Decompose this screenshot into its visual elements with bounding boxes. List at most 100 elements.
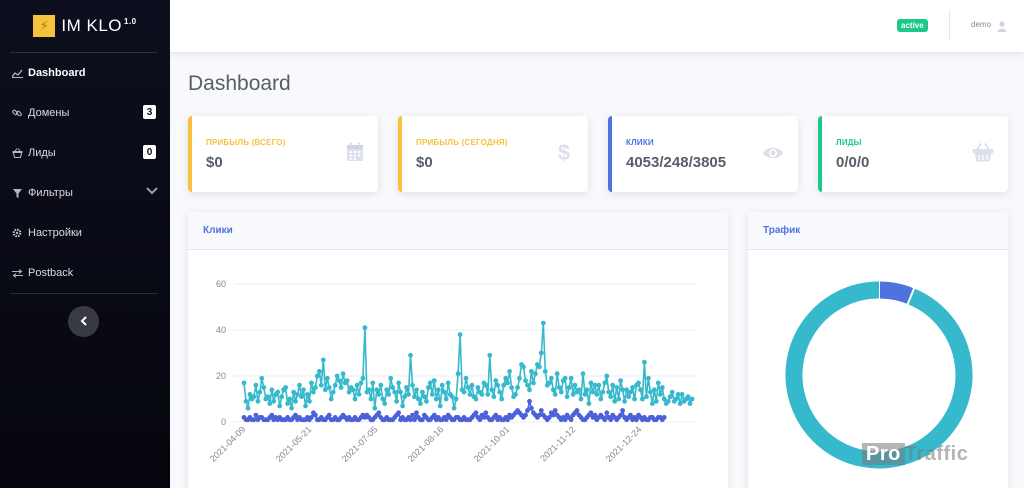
sidebar-item-dashboard[interactable]: Dashboard xyxy=(0,53,170,93)
dollar-icon: $ xyxy=(558,140,570,169)
data-point xyxy=(297,382,302,388)
data-point xyxy=(287,396,292,402)
data-point xyxy=(320,357,326,363)
data-point xyxy=(307,398,312,404)
data-point xyxy=(675,392,681,397)
data-point xyxy=(624,387,629,393)
data-point xyxy=(311,389,316,395)
data-point xyxy=(521,364,526,370)
data-point xyxy=(372,405,378,411)
data-point xyxy=(525,382,530,388)
data-point xyxy=(618,412,623,418)
data-point xyxy=(352,396,358,402)
panel-header: Клики xyxy=(188,212,728,250)
data-point xyxy=(562,417,568,423)
data-point xyxy=(562,375,568,381)
data-point xyxy=(301,387,306,393)
data-point xyxy=(570,392,576,397)
sidebar-item-postback[interactable]: Postback xyxy=(0,253,170,293)
data-point xyxy=(568,375,574,381)
data-point xyxy=(433,396,439,402)
data-point xyxy=(582,392,588,397)
data-point xyxy=(483,410,489,416)
data-point xyxy=(576,387,582,393)
data-point xyxy=(550,412,556,418)
data-point xyxy=(366,387,372,393)
watermark: Pro Traffic xyxy=(862,443,968,466)
stat-card-profit-total: ПРИБЫЛЬ (ВСЕГО) $0 xyxy=(188,116,378,192)
stat-value: $0 xyxy=(416,154,433,171)
data-point xyxy=(537,364,542,370)
data-point xyxy=(326,385,332,390)
sidebar-toggle-button[interactable] xyxy=(68,306,99,337)
sidebar-item-filters[interactable]: Фильтры xyxy=(0,173,170,213)
watermark-text: Traffic xyxy=(904,443,969,465)
data-point xyxy=(525,408,530,413)
data-point xyxy=(558,389,564,395)
sidebar-item-label: Лиды xyxy=(28,147,56,159)
leads-count-badge: 0 xyxy=(143,145,156,159)
data-point xyxy=(592,412,598,418)
topbar-divider xyxy=(949,10,950,40)
brand[interactable]: ⚡ IM KLO 1.0 xyxy=(0,0,170,52)
data-point xyxy=(330,389,336,395)
data-point xyxy=(574,408,580,413)
sidebar-item-domains[interactable]: Домены 3 xyxy=(0,93,170,133)
chevron-down-icon[interactable] xyxy=(146,186,158,198)
user-icon[interactable] xyxy=(997,19,1007,37)
user-name[interactable]: demo xyxy=(971,20,992,29)
data-point xyxy=(552,392,558,397)
data-point xyxy=(653,398,659,404)
data-point xyxy=(604,410,610,416)
data-point xyxy=(354,382,360,388)
data-point xyxy=(461,389,467,395)
data-point xyxy=(572,382,578,388)
data-point xyxy=(388,375,394,381)
panel-title: Клики xyxy=(203,225,233,236)
data-point xyxy=(533,371,538,377)
data-point xyxy=(420,417,425,423)
data-point xyxy=(616,396,622,402)
data-point xyxy=(546,380,552,386)
data-point xyxy=(669,389,675,395)
data-point xyxy=(636,380,641,386)
stat-value: 4053/248/3805 xyxy=(626,154,727,171)
data-point xyxy=(253,412,259,418)
data-point xyxy=(277,403,283,409)
sidebar-item-label: Домены xyxy=(28,107,70,119)
link-icon xyxy=(10,108,24,118)
data-point xyxy=(322,387,328,393)
data-point xyxy=(542,369,548,374)
data-point xyxy=(501,382,507,388)
status-badge: active xyxy=(897,19,928,32)
data-point xyxy=(540,320,546,326)
data-point xyxy=(556,385,562,390)
data-point xyxy=(314,373,320,379)
data-point xyxy=(344,378,350,383)
x-tick-label: 2021-08-16 xyxy=(406,424,446,464)
data-point xyxy=(328,396,334,402)
y-tick-label: 40 xyxy=(216,325,226,335)
data-point xyxy=(303,403,308,409)
data-point xyxy=(610,382,616,388)
data-point xyxy=(259,375,265,381)
data-point xyxy=(418,401,423,406)
eye-icon xyxy=(762,146,784,165)
data-point xyxy=(358,380,364,386)
data-point xyxy=(370,380,376,386)
data-point xyxy=(659,385,665,390)
data-point xyxy=(673,396,679,402)
sidebar-item-settings[interactable]: Настройки xyxy=(0,213,170,253)
data-point xyxy=(386,392,392,397)
data-point xyxy=(657,392,663,397)
data-point xyxy=(612,398,618,404)
data-point xyxy=(493,412,499,418)
data-point xyxy=(416,396,421,402)
data-point xyxy=(336,378,342,383)
data-point xyxy=(410,412,415,418)
data-point xyxy=(400,403,405,409)
x-tick-label: 2021-10-01 xyxy=(472,424,512,464)
sidebar-item-leads[interactable]: Лиды 0 xyxy=(0,133,170,173)
data-point xyxy=(465,385,471,390)
filter-icon xyxy=(10,188,24,198)
